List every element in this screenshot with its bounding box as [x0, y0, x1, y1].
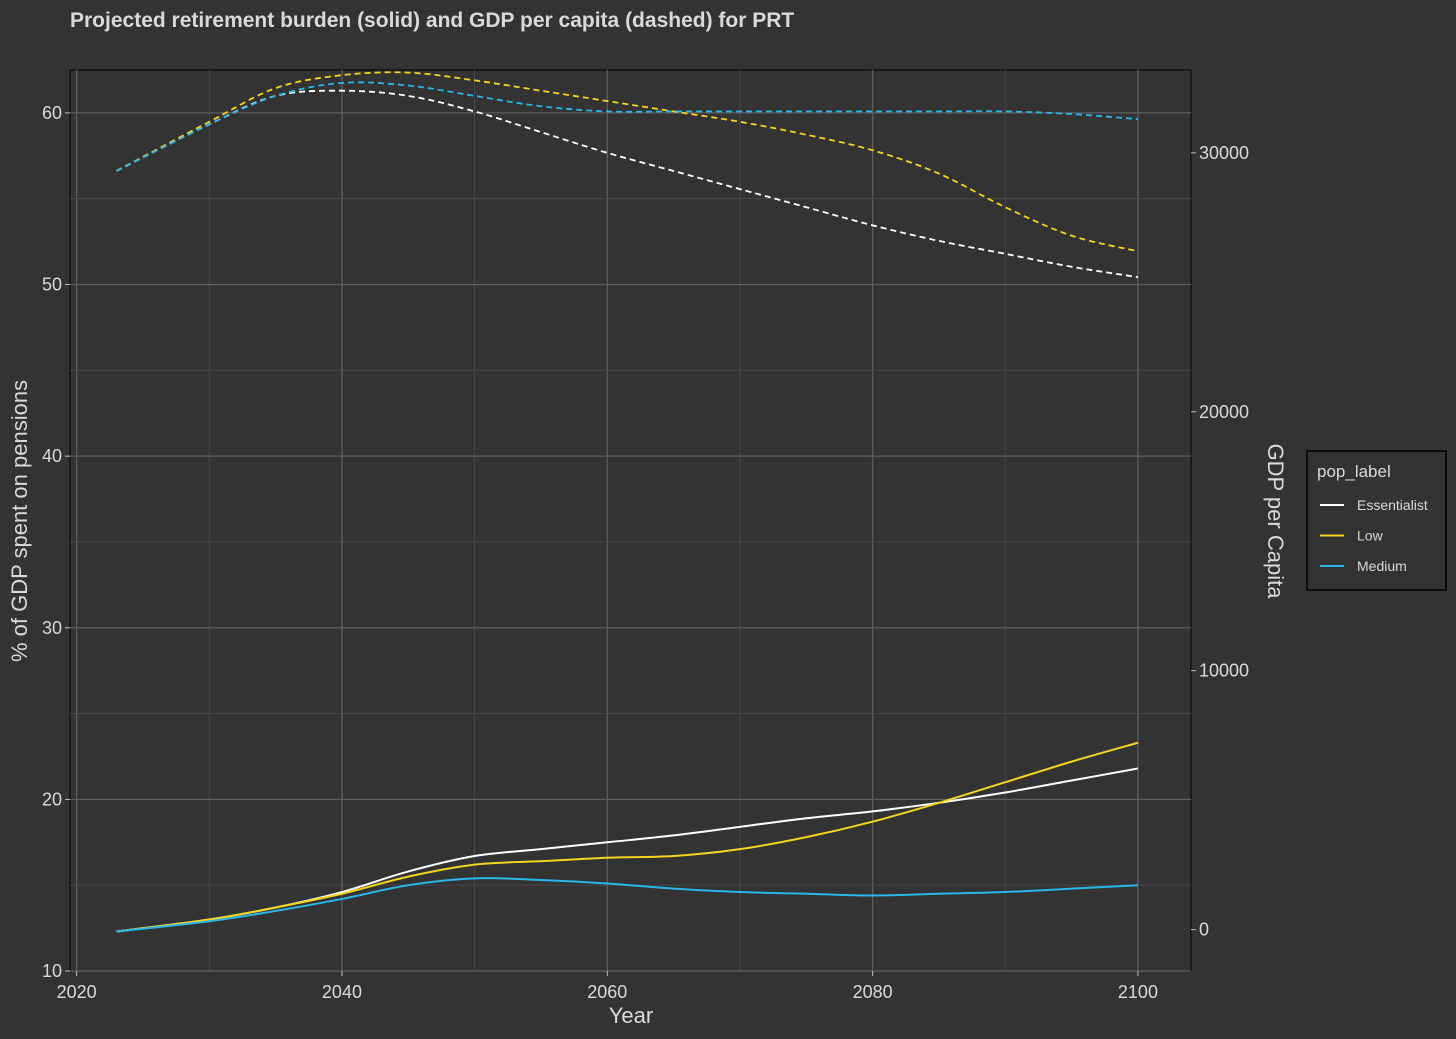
y-tick-label-left: 50	[42, 275, 62, 295]
legend-label-essentialist: Essentialist	[1357, 497, 1428, 513]
pension-line-low	[116, 741, 1139, 933]
y-tick-label-right: 10000	[1199, 661, 1249, 681]
gdp-line-medium	[116, 81, 1138, 172]
pension-line-medium	[116, 877, 1138, 933]
x-tick-label: 2100	[1118, 982, 1158, 1002]
y-tick-label-right: 30000	[1199, 143, 1249, 163]
x-tick-label: 2040	[322, 982, 362, 1002]
legend-label-medium: Medium	[1357, 558, 1407, 574]
legend-label-low: Low	[1357, 528, 1384, 544]
x-tick-label: 2060	[587, 982, 627, 1002]
gdp-line-low	[116, 71, 1139, 253]
x-tick-label: 2080	[853, 982, 893, 1002]
y-tick-label-left: 30	[42, 618, 62, 638]
y-axis-title-right: GDP per Capita	[1263, 444, 1288, 600]
legend-items: Essentialist Low Medium	[1320, 497, 1428, 574]
x-axis-title: Year	[609, 1003, 653, 1028]
plot-area: 2020 2040 2060 2080 2100 10 20 30 40 50 60 0 10000 20…	[42, 69, 1249, 1002]
x-tick-label: 2020	[57, 982, 97, 1002]
plot-panel	[69, 69, 1192, 972]
y-tick-label-right: 20000	[1199, 402, 1249, 422]
y-tick-label-left: 10	[42, 961, 62, 981]
y-axis-title-left: % of GDP spent on pensions	[7, 380, 32, 662]
y-tick-label-left: 40	[42, 446, 62, 466]
y-tick-label-left: 20	[42, 789, 62, 809]
legend-title: pop_label	[1317, 462, 1391, 481]
chart-title: Projected retirement burden (solid) and …	[70, 9, 794, 32]
gdp-line-essentialist	[116, 89, 1139, 279]
legend: pop_label Essentialist Low Medium	[1306, 450, 1447, 591]
y-tick-label-right: 0	[1199, 920, 1209, 940]
y-tick-label-left: 60	[42, 103, 62, 123]
